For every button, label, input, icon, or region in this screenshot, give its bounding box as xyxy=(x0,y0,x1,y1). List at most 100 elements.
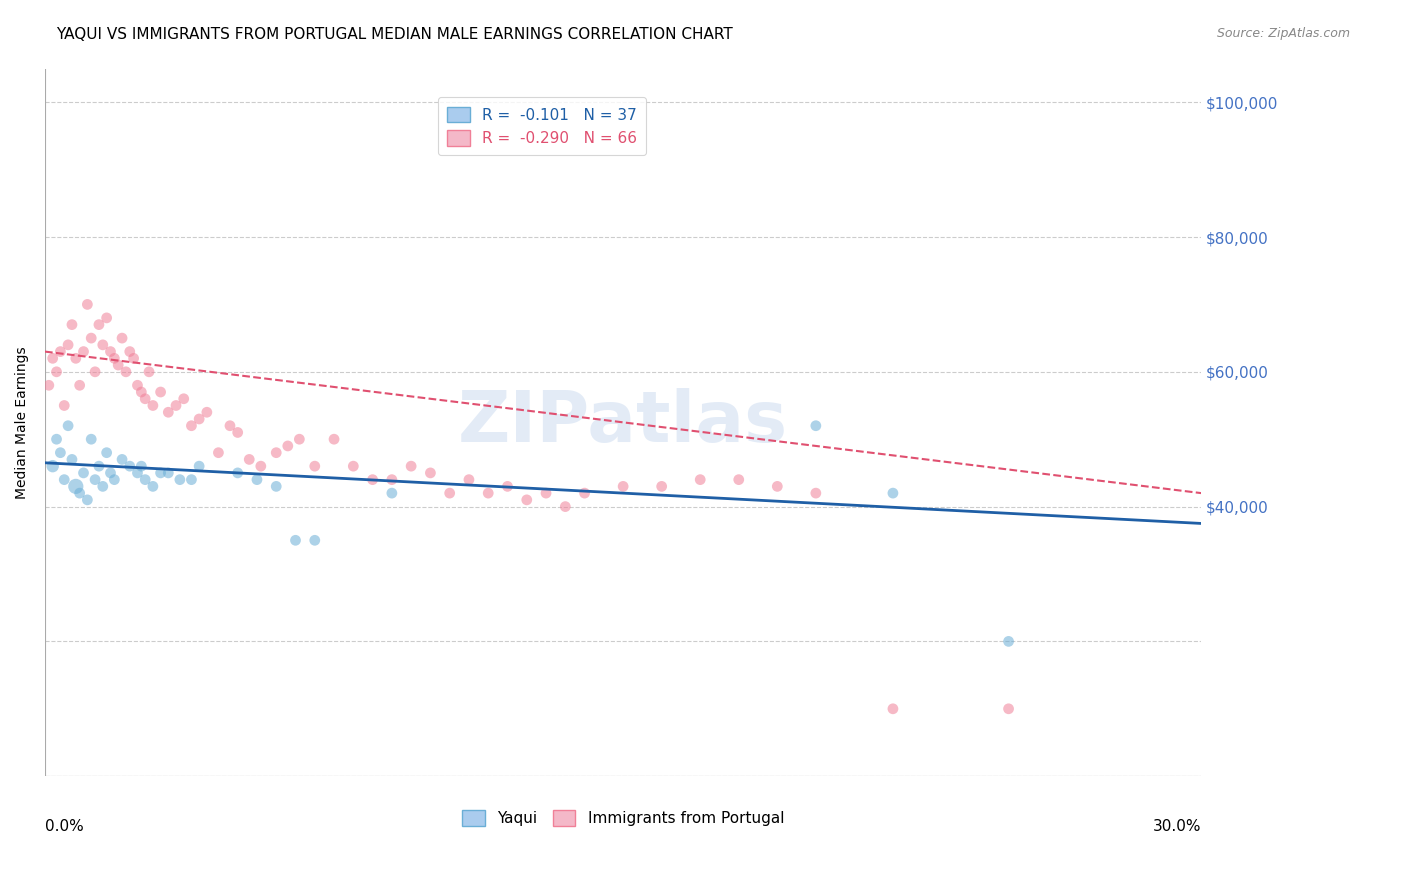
Point xyxy=(612,479,634,493)
Point xyxy=(766,479,789,493)
Point xyxy=(96,445,118,459)
Point xyxy=(165,399,187,413)
Point xyxy=(87,318,110,332)
Point xyxy=(342,459,364,474)
Point xyxy=(127,466,149,480)
Point xyxy=(142,399,165,413)
Point xyxy=(72,466,94,480)
Point xyxy=(997,702,1019,716)
Point xyxy=(49,445,72,459)
Point xyxy=(882,702,904,716)
Point xyxy=(458,473,481,487)
Point xyxy=(574,486,596,500)
Point xyxy=(264,479,287,493)
Point xyxy=(997,634,1019,648)
Point xyxy=(399,459,422,474)
Point xyxy=(60,452,83,467)
Point xyxy=(56,418,79,433)
Point xyxy=(49,344,72,359)
Point xyxy=(288,432,311,446)
Point xyxy=(91,338,114,352)
Point xyxy=(41,459,63,474)
Point xyxy=(134,392,156,406)
Point xyxy=(103,351,125,366)
Text: ZIPatlas: ZIPatlas xyxy=(458,388,789,457)
Point xyxy=(219,418,242,433)
Point xyxy=(84,473,107,487)
Point xyxy=(238,452,260,467)
Point xyxy=(56,338,79,352)
Point xyxy=(127,378,149,392)
Point xyxy=(122,351,145,366)
Point xyxy=(131,459,153,474)
Point xyxy=(534,486,557,500)
Point xyxy=(149,466,172,480)
Point xyxy=(169,473,191,487)
Point xyxy=(91,479,114,493)
Point xyxy=(72,344,94,359)
Point xyxy=(45,365,67,379)
Point xyxy=(173,392,195,406)
Point xyxy=(304,459,326,474)
Point xyxy=(689,473,711,487)
Point xyxy=(361,473,384,487)
Point xyxy=(207,445,229,459)
Point xyxy=(111,331,134,345)
Point xyxy=(111,452,134,467)
Point xyxy=(157,405,180,419)
Point xyxy=(80,331,103,345)
Point xyxy=(103,473,125,487)
Point xyxy=(419,466,441,480)
Text: 0.0%: 0.0% xyxy=(45,819,84,834)
Point xyxy=(246,473,269,487)
Point xyxy=(138,365,160,379)
Point xyxy=(131,384,153,399)
Point xyxy=(41,351,63,366)
Point xyxy=(477,486,499,500)
Point xyxy=(304,533,326,548)
Point xyxy=(76,297,98,311)
Text: YAQUI VS IMMIGRANTS FROM PORTUGAL MEDIAN MALE EARNINGS CORRELATION CHART: YAQUI VS IMMIGRANTS FROM PORTUGAL MEDIAN… xyxy=(56,27,733,42)
Point xyxy=(65,351,87,366)
Point xyxy=(804,486,827,500)
Point xyxy=(134,473,156,487)
Point xyxy=(157,466,180,480)
Point xyxy=(804,418,827,433)
Point xyxy=(180,473,202,487)
Point xyxy=(250,459,273,474)
Point xyxy=(107,358,129,372)
Point xyxy=(516,492,538,507)
Point xyxy=(53,473,76,487)
Point xyxy=(84,365,107,379)
Point xyxy=(38,378,60,392)
Point xyxy=(142,479,165,493)
Point xyxy=(188,412,211,426)
Point xyxy=(180,418,202,433)
Point xyxy=(65,479,87,493)
Point xyxy=(118,459,141,474)
Text: Source: ZipAtlas.com: Source: ZipAtlas.com xyxy=(1216,27,1350,40)
Point xyxy=(651,479,673,493)
Point xyxy=(69,486,91,500)
Point xyxy=(115,365,138,379)
Point xyxy=(496,479,519,493)
Point xyxy=(277,439,299,453)
Point xyxy=(226,425,249,440)
Point xyxy=(439,486,461,500)
Point xyxy=(76,492,98,507)
Text: 30.0%: 30.0% xyxy=(1153,819,1201,834)
Legend: Yaqui, Immigrants from Portugal: Yaqui, Immigrants from Portugal xyxy=(456,804,790,832)
Point xyxy=(80,432,103,446)
Point xyxy=(60,318,83,332)
Point xyxy=(264,445,287,459)
Point xyxy=(118,344,141,359)
Point xyxy=(554,500,576,514)
Point xyxy=(195,405,218,419)
Point xyxy=(882,486,904,500)
Point xyxy=(188,459,211,474)
Point xyxy=(45,432,67,446)
Point xyxy=(381,486,404,500)
Point xyxy=(53,399,76,413)
Point xyxy=(284,533,307,548)
Point xyxy=(323,432,346,446)
